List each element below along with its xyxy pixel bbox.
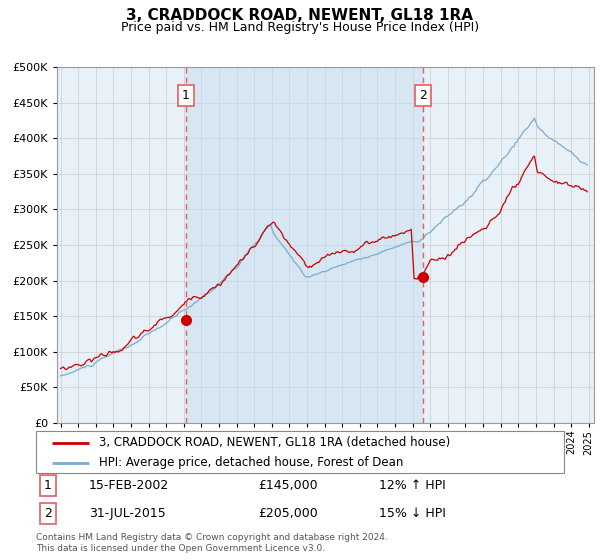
Text: 31-JUL-2015: 31-JUL-2015 [89, 507, 166, 520]
Text: HPI: Average price, detached house, Forest of Dean: HPI: Average price, detached house, Fore… [100, 456, 404, 469]
Text: 15% ↓ HPI: 15% ↓ HPI [379, 507, 446, 520]
Text: 2: 2 [44, 507, 52, 520]
Text: £205,000: £205,000 [258, 507, 317, 520]
Text: 3, CRADDOCK ROAD, NEWENT, GL18 1RA (detached house): 3, CRADDOCK ROAD, NEWENT, GL18 1RA (deta… [100, 436, 451, 450]
Text: 3, CRADDOCK ROAD, NEWENT, GL18 1RA: 3, CRADDOCK ROAD, NEWENT, GL18 1RA [127, 8, 473, 24]
Text: Contains HM Land Registry data © Crown copyright and database right 2024.
This d: Contains HM Land Registry data © Crown c… [36, 533, 388, 553]
Text: 2: 2 [419, 89, 427, 102]
Text: 1: 1 [44, 479, 52, 492]
Text: 15-FEB-2002: 15-FEB-2002 [89, 479, 169, 492]
Text: 12% ↑ HPI: 12% ↑ HPI [379, 479, 446, 492]
Text: Price paid vs. HM Land Registry's House Price Index (HPI): Price paid vs. HM Land Registry's House … [121, 21, 479, 34]
Text: £145,000: £145,000 [258, 479, 317, 492]
Text: 1: 1 [182, 89, 190, 102]
Bar [186, 67, 423, 423]
